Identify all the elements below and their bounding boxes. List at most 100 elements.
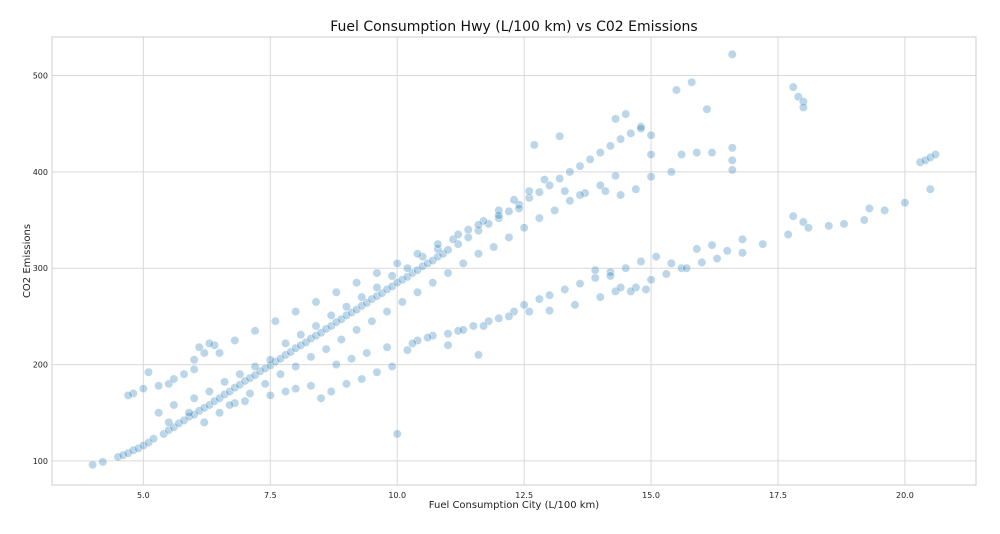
scatter-point xyxy=(433,244,443,254)
scatter-point xyxy=(793,92,803,102)
scatter-point xyxy=(677,263,687,273)
y-tick-label: 100 xyxy=(33,457,48,466)
scatter-point xyxy=(423,333,433,343)
scatter-point xyxy=(646,172,656,182)
scatter-point xyxy=(468,321,478,331)
scatter-point xyxy=(453,230,463,240)
scatter-point xyxy=(331,317,341,327)
scatter-point xyxy=(788,211,798,221)
scatter-point xyxy=(113,452,123,462)
scatter-point xyxy=(519,223,529,233)
scatter-point xyxy=(428,278,438,288)
scatter-point xyxy=(580,188,590,198)
scatter-point xyxy=(758,239,768,249)
scatter-point xyxy=(925,152,935,162)
scatter-point xyxy=(621,263,631,273)
scatter-point xyxy=(209,340,219,350)
scatter-point xyxy=(687,77,697,87)
scatter-point xyxy=(281,387,291,397)
scatter-point xyxy=(900,198,910,208)
scatter-point xyxy=(260,379,270,389)
scatter-point xyxy=(407,268,417,278)
scatter-point xyxy=(727,143,737,153)
scatter-point xyxy=(357,292,367,302)
scatter-point xyxy=(473,249,483,259)
scatter-point xyxy=(311,331,321,341)
scatter-point xyxy=(443,340,453,350)
scatter-point xyxy=(306,381,316,391)
scatter-point xyxy=(402,263,412,273)
x-tick-label: 20.0 xyxy=(896,491,914,500)
scatter-point xyxy=(661,269,671,279)
scatter-point xyxy=(311,321,321,331)
scatter-point xyxy=(326,310,336,320)
scatter-point xyxy=(189,355,199,365)
scatter-point xyxy=(595,148,605,158)
scatter-point xyxy=(306,352,316,362)
scatter-point xyxy=(270,357,280,367)
scatter-point xyxy=(682,263,692,273)
scatter-point xyxy=(433,252,443,262)
scatter-point xyxy=(362,348,372,358)
scatter-point xyxy=(128,388,138,398)
scatter-point xyxy=(611,114,621,124)
scatter-point xyxy=(215,408,225,418)
scatter-point xyxy=(194,406,204,416)
scatter-point xyxy=(372,282,382,292)
scatter-point xyxy=(336,335,346,345)
scatter-point xyxy=(413,335,423,345)
scatter-point xyxy=(494,205,504,215)
scatter-point xyxy=(616,282,626,292)
scatter-point xyxy=(448,234,458,244)
x-axis-title: Fuel Consumption City (L/100 km) xyxy=(429,500,599,511)
scatter-point xyxy=(671,85,681,95)
scatter-point xyxy=(550,205,560,215)
scatter-point xyxy=(555,131,565,141)
scatter-point xyxy=(204,387,214,397)
x-tick-label: 17.5 xyxy=(769,491,787,500)
scatter-point xyxy=(453,239,463,249)
scatter-point xyxy=(565,196,575,206)
scatter-point xyxy=(920,155,930,165)
scatter-point xyxy=(392,429,402,439)
scatter-point xyxy=(788,82,798,92)
scatter-point xyxy=(605,267,615,277)
scatter-point xyxy=(382,342,392,352)
scatter-point xyxy=(270,316,280,326)
scatter-point xyxy=(281,350,291,360)
scatter-point xyxy=(575,279,585,289)
scatter-point xyxy=(184,412,194,422)
scatter-point xyxy=(128,445,138,455)
scatter-point xyxy=(443,245,453,255)
scatter-point xyxy=(458,325,468,335)
scatter-point xyxy=(169,374,179,384)
scatter-point xyxy=(413,287,423,297)
scatter-point xyxy=(433,239,443,249)
scatter-point xyxy=(529,140,539,150)
x-tick-labels: 5.0 7.5 10.0 12.5 15.0 17.5 20.0 xyxy=(137,491,914,500)
scatter-point xyxy=(616,134,626,144)
scatter-point xyxy=(605,141,615,151)
scatter-point xyxy=(494,210,504,220)
scatter-point xyxy=(392,258,402,268)
scatter-point xyxy=(621,109,631,119)
scatter-point xyxy=(164,417,174,427)
y-tick-labels: 100 200 300 400 500 xyxy=(33,72,48,466)
chart-title: Fuel Consumption Hwy (L/100 km) vs C02 E… xyxy=(330,19,697,35)
scatter-point xyxy=(418,252,428,262)
scatter-point xyxy=(611,171,621,181)
scatter-point xyxy=(240,396,250,406)
scatter-point xyxy=(245,373,255,383)
scatter-point xyxy=(118,450,128,460)
scatter-point xyxy=(331,287,341,297)
scatter-point xyxy=(631,184,641,194)
scatter-point xyxy=(519,300,529,310)
plot-area-frame xyxy=(51,36,977,486)
scatter-point xyxy=(194,342,204,352)
scatter-point xyxy=(397,275,407,285)
scatter-point xyxy=(382,284,392,294)
scatter-point xyxy=(250,326,260,336)
scatter-point xyxy=(372,268,382,278)
scatter-point xyxy=(702,104,712,114)
